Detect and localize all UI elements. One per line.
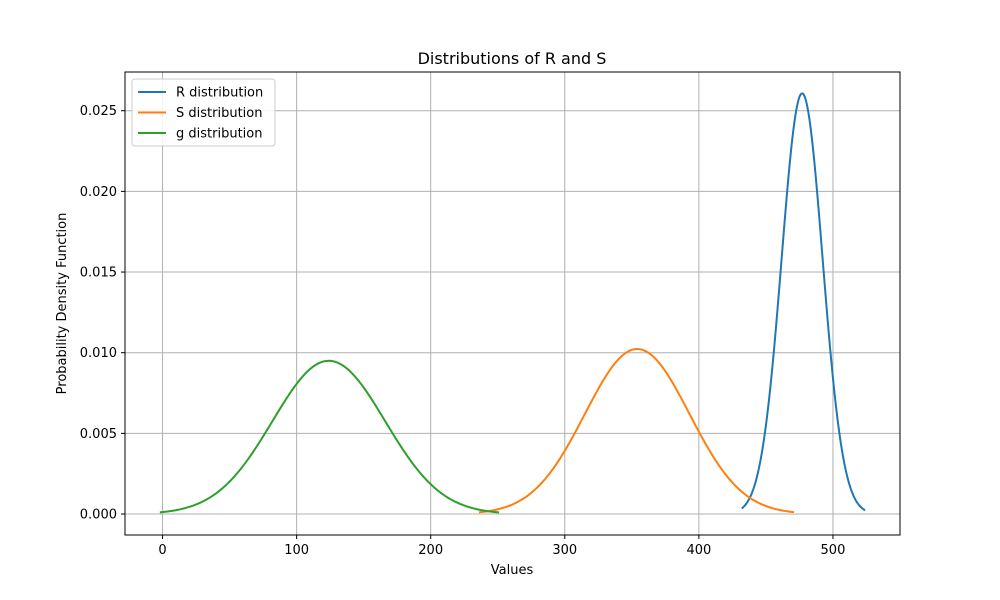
legend-label: S distribution xyxy=(176,106,262,121)
y-tick-label: 0.025 xyxy=(80,104,117,119)
chart-title: Distributions of R and S xyxy=(418,49,607,68)
y-tick-label: 0.000 xyxy=(80,508,117,523)
x-tick-label: 500 xyxy=(821,543,846,558)
series-line-2 xyxy=(478,348,795,514)
series-lines xyxy=(159,92,866,514)
y-tick-label: 0.020 xyxy=(80,185,117,200)
x-ticks: 0 100 200 300 400 500 xyxy=(158,535,845,558)
legend-label: R distribution xyxy=(176,86,263,101)
series-line-1 xyxy=(741,92,866,512)
series-line-3 xyxy=(159,359,500,514)
x-tick-label: 0 xyxy=(158,543,166,558)
x-tick-label: 100 xyxy=(284,543,309,558)
x-axis-label: Values xyxy=(491,563,534,578)
y-tick-label: 0.015 xyxy=(80,266,117,281)
grid xyxy=(125,72,900,535)
plot-frame xyxy=(124,71,901,536)
y-tick-label: 0.010 xyxy=(80,346,117,361)
x-tick-label: 200 xyxy=(418,543,443,558)
y-tick-label: 0.005 xyxy=(80,427,117,442)
y-ticks: 0.000 0.005 0.010 0.015 0.020 0.025 xyxy=(80,104,125,523)
legend-label: g distribution xyxy=(176,127,262,142)
legend: R distribution S distribution g distributi… xyxy=(131,78,276,147)
x-tick-label: 400 xyxy=(686,543,711,558)
y-axis-label: Probability Density Function xyxy=(55,213,70,395)
x-tick-label: 300 xyxy=(552,543,577,558)
legend-box xyxy=(131,78,276,147)
